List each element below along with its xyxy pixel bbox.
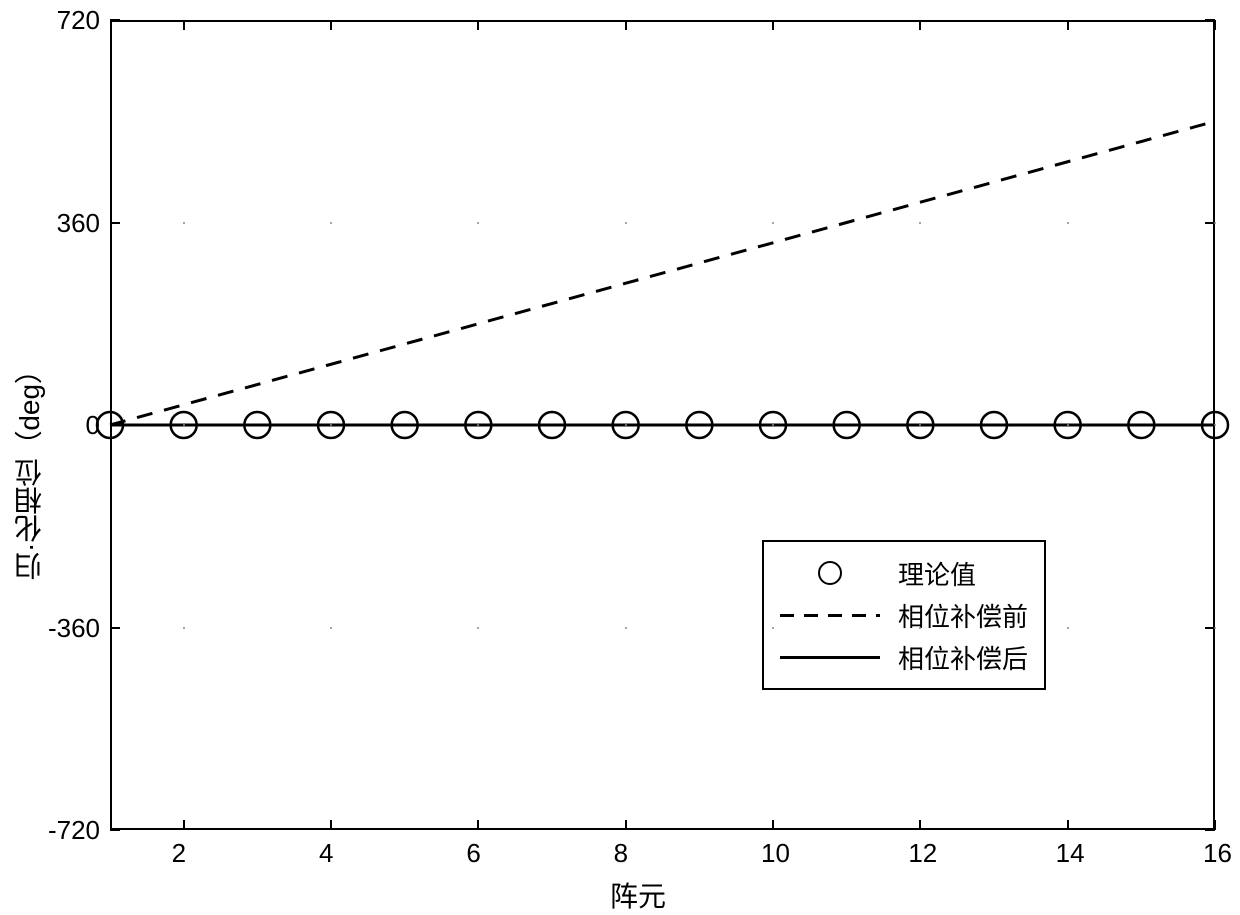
x-tick-mark	[477, 820, 479, 830]
x-tick-mark	[772, 20, 774, 30]
x-tick-mark	[1214, 20, 1216, 30]
grid-dot	[772, 222, 774, 224]
y-tick-label: 0	[86, 410, 100, 441]
x-tick-mark	[330, 20, 332, 30]
y-tick-mark	[110, 829, 120, 831]
x-tick-label: 6	[466, 838, 480, 869]
x-tick-label: 2	[172, 838, 186, 869]
y-tick-label: 360	[57, 208, 100, 239]
x-tick-mark	[477, 20, 479, 30]
grid-dot	[772, 627, 774, 629]
x-tick-mark	[772, 820, 774, 830]
grid-dot	[1067, 222, 1069, 224]
x-tick-label: 16	[1203, 838, 1232, 869]
grid-dot	[183, 424, 185, 426]
grid-dot	[183, 627, 185, 629]
x-tick-mark	[1067, 20, 1069, 30]
x-tick-mark	[919, 820, 921, 830]
grid-dot	[1214, 627, 1216, 629]
x-tick-mark	[1067, 820, 1069, 830]
y-axis-label: 归·化相位（deg）	[10, 260, 50, 580]
grid-dot	[772, 424, 774, 426]
x-tick-mark	[625, 820, 627, 830]
y-tick-mark	[110, 19, 120, 21]
x-tick-mark	[625, 20, 627, 30]
grid-dot	[625, 222, 627, 224]
legend-item-theoretical: 理论值	[780, 552, 1028, 594]
y-tick-label: -360	[48, 613, 100, 644]
x-tick-mark	[919, 20, 921, 30]
grid-dot	[1214, 222, 1216, 224]
grid-dot	[330, 222, 332, 224]
legend-label: 相位补偿后	[898, 639, 1028, 676]
grid-dot	[1067, 424, 1069, 426]
grid-dot	[183, 222, 185, 224]
chart-container: 归·化相位（deg） 阵元 理论值 相位补偿前 相位补偿后 -720 -360 0 3…	[0, 0, 1240, 915]
y-tick-mark	[110, 424, 120, 426]
y-tick-label: 720	[57, 5, 100, 36]
grid-dot	[625, 424, 627, 426]
x-tick-label: 12	[908, 838, 937, 869]
grid-dot	[330, 627, 332, 629]
grid-dot	[625, 627, 627, 629]
x-tick-mark	[330, 820, 332, 830]
grid-dot	[1067, 627, 1069, 629]
circle-marker-icon	[780, 558, 880, 588]
y-tick-mark	[110, 222, 120, 224]
grid-dot	[330, 424, 332, 426]
solid-line-icon	[780, 642, 880, 672]
y-tick-label: -720	[48, 815, 100, 846]
legend-label: 理论值	[898, 555, 976, 592]
dashed-line-icon	[780, 600, 880, 630]
x-tick-mark	[183, 820, 185, 830]
x-tick-label: 8	[614, 838, 628, 869]
x-tick-label: 14	[1056, 838, 1085, 869]
x-tick-label: 10	[761, 838, 790, 869]
x-tick-label: 4	[319, 838, 333, 869]
legend-label: 相位补偿前	[898, 597, 1028, 634]
x-axis-label: 阵元	[610, 875, 666, 915]
x-tick-mark	[183, 20, 185, 30]
legend: 理论值 相位补偿前 相位补偿后	[762, 540, 1046, 690]
legend-item-before-comp: 相位补偿前	[780, 594, 1028, 636]
x-tick-mark	[1214, 820, 1216, 830]
legend-item-after-comp: 相位补偿后	[780, 636, 1028, 678]
y-tick-mark	[110, 627, 120, 629]
plot-area	[110, 20, 1215, 830]
grid-dot	[1214, 424, 1216, 426]
